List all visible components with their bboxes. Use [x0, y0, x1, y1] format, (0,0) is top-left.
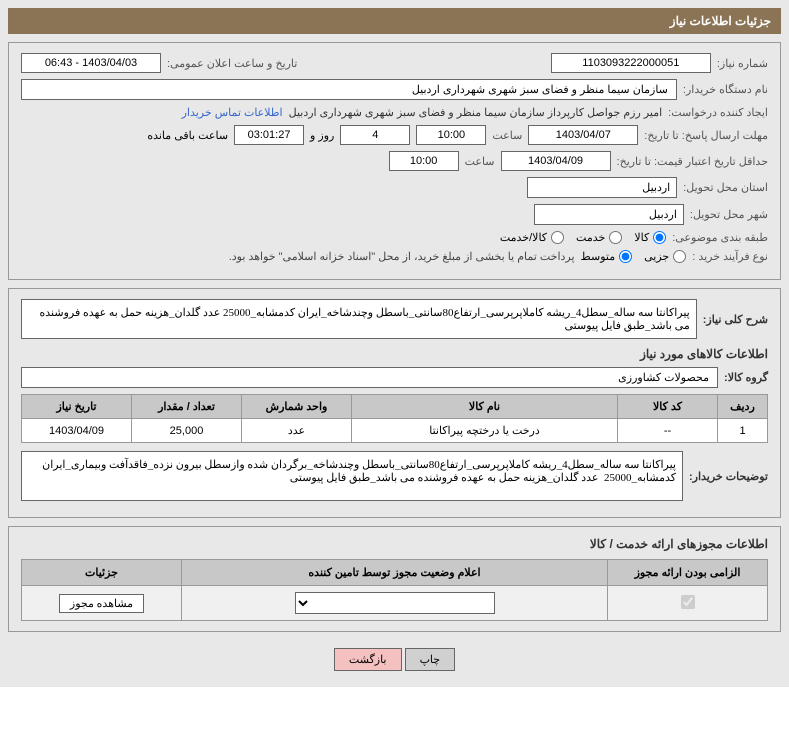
print-button[interactable]: چاپ — [405, 648, 456, 671]
td-date: 1403/04/09 — [22, 419, 132, 443]
th-status: اعلام وضعیت مجوز توسط تامین کننده — [182, 560, 608, 586]
days-count-field: 4 — [340, 125, 410, 145]
validity-date-field: 1403/04/09 — [501, 151, 611, 171]
license-section-title: اطلاعات مجوزهای ارائه خدمت / کالا — [21, 537, 768, 551]
table-header-row: ردیف کد کالا نام کالا واحد شمارش تعداد /… — [22, 395, 768, 419]
page-header: جزئیات اطلاعات نیاز — [8, 8, 781, 34]
th-date: تاریخ نیاز — [22, 395, 132, 419]
requester-label: ایجاد کننده درخواست: — [668, 106, 768, 119]
deadline-label: مهلت ارسال پاسخ: تا تاریخ: — [644, 129, 768, 142]
td-name: درخت یا درختچه پیراکانتا — [352, 419, 618, 443]
desc-textarea — [21, 299, 697, 339]
time-label-1: ساعت — [492, 129, 522, 142]
radio-goods-service-input[interactable] — [551, 231, 564, 244]
radio-goods-service[interactable]: کالا/خدمت — [500, 231, 564, 244]
radio-medium[interactable]: متوسط — [581, 250, 633, 263]
radio-service-input[interactable] — [609, 231, 622, 244]
need-number-label: شماره نیاز: — [717, 57, 768, 70]
license-row: مشاهده مجوز — [22, 586, 768, 621]
radio-service[interactable]: خدمت — [576, 231, 622, 244]
radio-goods-label: کالا — [634, 231, 649, 244]
radio-goods-input[interactable] — [653, 231, 666, 244]
th-code: کد کالا — [618, 395, 718, 419]
group-label: گروه کالا: — [724, 371, 768, 384]
radio-medium-input[interactable] — [619, 250, 632, 263]
validity-label: حداقل تاریخ اعتبار قیمت: تا تاریخ: — [617, 155, 768, 168]
remaining-label: ساعت باقی مانده — [147, 129, 228, 142]
days-label: روز و — [310, 129, 334, 142]
radio-partial-input[interactable] — [673, 250, 686, 263]
table-row: 1 -- درخت یا درختچه پیراکانتا عدد 25,000… — [22, 419, 768, 443]
process-label: نوع فرآیند خرید : — [692, 250, 768, 263]
th-details: جزئیات — [22, 560, 182, 586]
buyer-notes-label: توضیحات خریدار: — [689, 470, 768, 483]
status-select[interactable] — [295, 592, 495, 614]
announce-date-label: تاریخ و ساعت اعلان عمومی: — [167, 57, 297, 70]
need-number-field: 1103093222000051 — [551, 53, 711, 73]
td-mandatory — [608, 586, 768, 621]
buyer-notes-textarea — [21, 451, 683, 501]
deadline-date-field: 1403/04/07 — [528, 125, 638, 145]
license-table: الزامی بودن ارائه مجوز اعلام وضعیت مجوز … — [21, 559, 768, 621]
countdown-field: 03:01:27 — [234, 125, 304, 145]
city-field: اردبیل — [534, 204, 684, 225]
province-label: استان محل تحویل: — [683, 181, 768, 194]
td-qty: 25,000 — [132, 419, 242, 443]
category-radio-group: کالا خدمت کالا/خدمت — [500, 231, 666, 244]
license-panel: اطلاعات مجوزهای ارائه خدمت / کالا الزامی… — [8, 526, 781, 632]
td-code: -- — [618, 419, 718, 443]
announce-date-field: 1403/04/03 - 06:43 — [21, 53, 161, 73]
group-field: محصولات کشاورزی — [21, 367, 718, 388]
page-title: جزئیات اطلاعات نیاز — [670, 14, 771, 28]
back-button[interactable]: بازگشت — [334, 648, 402, 671]
td-details: مشاهده مجوز — [22, 586, 182, 621]
city-label: شهر محل تحویل: — [690, 208, 768, 221]
main-form-panel: شماره نیاز: 1103093222000051 تاریخ و ساع… — [8, 42, 781, 280]
th-qty: تعداد / مقدار — [132, 395, 242, 419]
mandatory-checkbox — [681, 595, 695, 609]
radio-goods[interactable]: کالا — [634, 231, 666, 244]
province-field: اردبیل — [527, 177, 677, 198]
view-license-button[interactable]: مشاهده مجوز — [59, 594, 144, 613]
goods-table: ردیف کد کالا نام کالا واحد شمارش تعداد /… — [21, 394, 768, 443]
td-row: 1 — [718, 419, 768, 443]
desc-title-label: شرح کلی نیاز: — [703, 313, 768, 326]
button-row: چاپ بازگشت — [8, 640, 781, 679]
validity-time-field: 10:00 — [389, 151, 459, 171]
th-unit: واحد شمارش — [242, 395, 352, 419]
contact-link[interactable]: اطلاعات تماس خریدار — [182, 106, 283, 119]
payment-note: پرداخت تمام یا بخشی از مبلغ خرید، از محل… — [229, 250, 575, 263]
radio-partial-label: جزیی — [644, 250, 669, 263]
goods-section-title: اطلاعات کالاهای مورد نیاز — [21, 347, 768, 361]
process-radio-group: جزیی متوسط — [581, 250, 687, 263]
th-mandatory: الزامی بودن ارائه مجوز — [608, 560, 768, 586]
license-header-row: الزامی بودن ارائه مجوز اعلام وضعیت مجوز … — [22, 560, 768, 586]
td-status — [182, 586, 608, 621]
deadline-time-field: 10:00 — [416, 125, 486, 145]
buyer-org-label: نام دستگاه خریدار: — [683, 83, 768, 96]
radio-service-label: خدمت — [576, 231, 605, 244]
category-label: طبقه بندی موضوعی: — [672, 231, 768, 244]
th-row: ردیف — [718, 395, 768, 419]
td-unit: عدد — [242, 419, 352, 443]
requester-name: امیر رزم جواصل کارپرداز سازمان سیما منظر… — [289, 106, 663, 119]
radio-goods-service-label: کالا/خدمت — [500, 231, 547, 244]
buyer-org-field: سازمان سیما منظر و فضای سبز شهری شهرداری… — [21, 79, 677, 100]
description-panel: شرح کلی نیاز: اطلاعات کالاهای مورد نیاز … — [8, 288, 781, 518]
radio-partial[interactable]: جزیی — [644, 250, 686, 263]
time-label-2: ساعت — [465, 155, 495, 168]
radio-medium-label: متوسط — [581, 250, 616, 263]
th-name: نام کالا — [352, 395, 618, 419]
